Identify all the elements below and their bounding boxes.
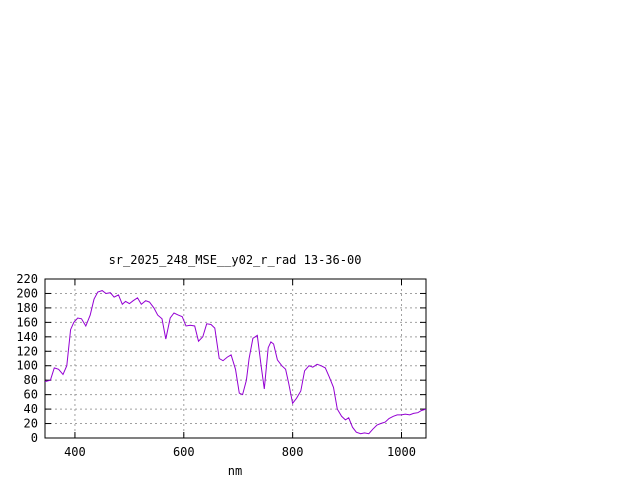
y-tick-label: 200 bbox=[16, 286, 38, 300]
y-tick-label: 60 bbox=[24, 388, 38, 402]
x-tick-label: 800 bbox=[282, 445, 304, 459]
plot-border bbox=[44, 278, 427, 439]
grid-lines bbox=[45, 279, 426, 438]
y-tick-label: 220 bbox=[16, 272, 38, 286]
y-tick-label: 80 bbox=[24, 373, 38, 387]
y-tick-label: 20 bbox=[24, 417, 38, 431]
y-tick-label: 120 bbox=[16, 344, 38, 358]
y-tick-label: 140 bbox=[16, 330, 38, 344]
y-tick-label: 100 bbox=[16, 359, 38, 373]
x-tick-label: 1000 bbox=[387, 445, 416, 459]
series-line bbox=[44, 290, 427, 435]
y-tick-label: 180 bbox=[16, 301, 38, 315]
x-tick-label: 600 bbox=[173, 445, 195, 459]
y-tick-label: 160 bbox=[16, 315, 38, 329]
chart-title: sr_2025_248_MSE__y02_r_rad 13-36-00 bbox=[109, 253, 362, 267]
x-tick-label: 400 bbox=[64, 445, 86, 459]
y-tick-label: 0 bbox=[31, 431, 38, 445]
plot-area bbox=[44, 290, 427, 435]
y-tick-label: 40 bbox=[24, 402, 38, 416]
x-axis-label: nm bbox=[228, 464, 242, 478]
